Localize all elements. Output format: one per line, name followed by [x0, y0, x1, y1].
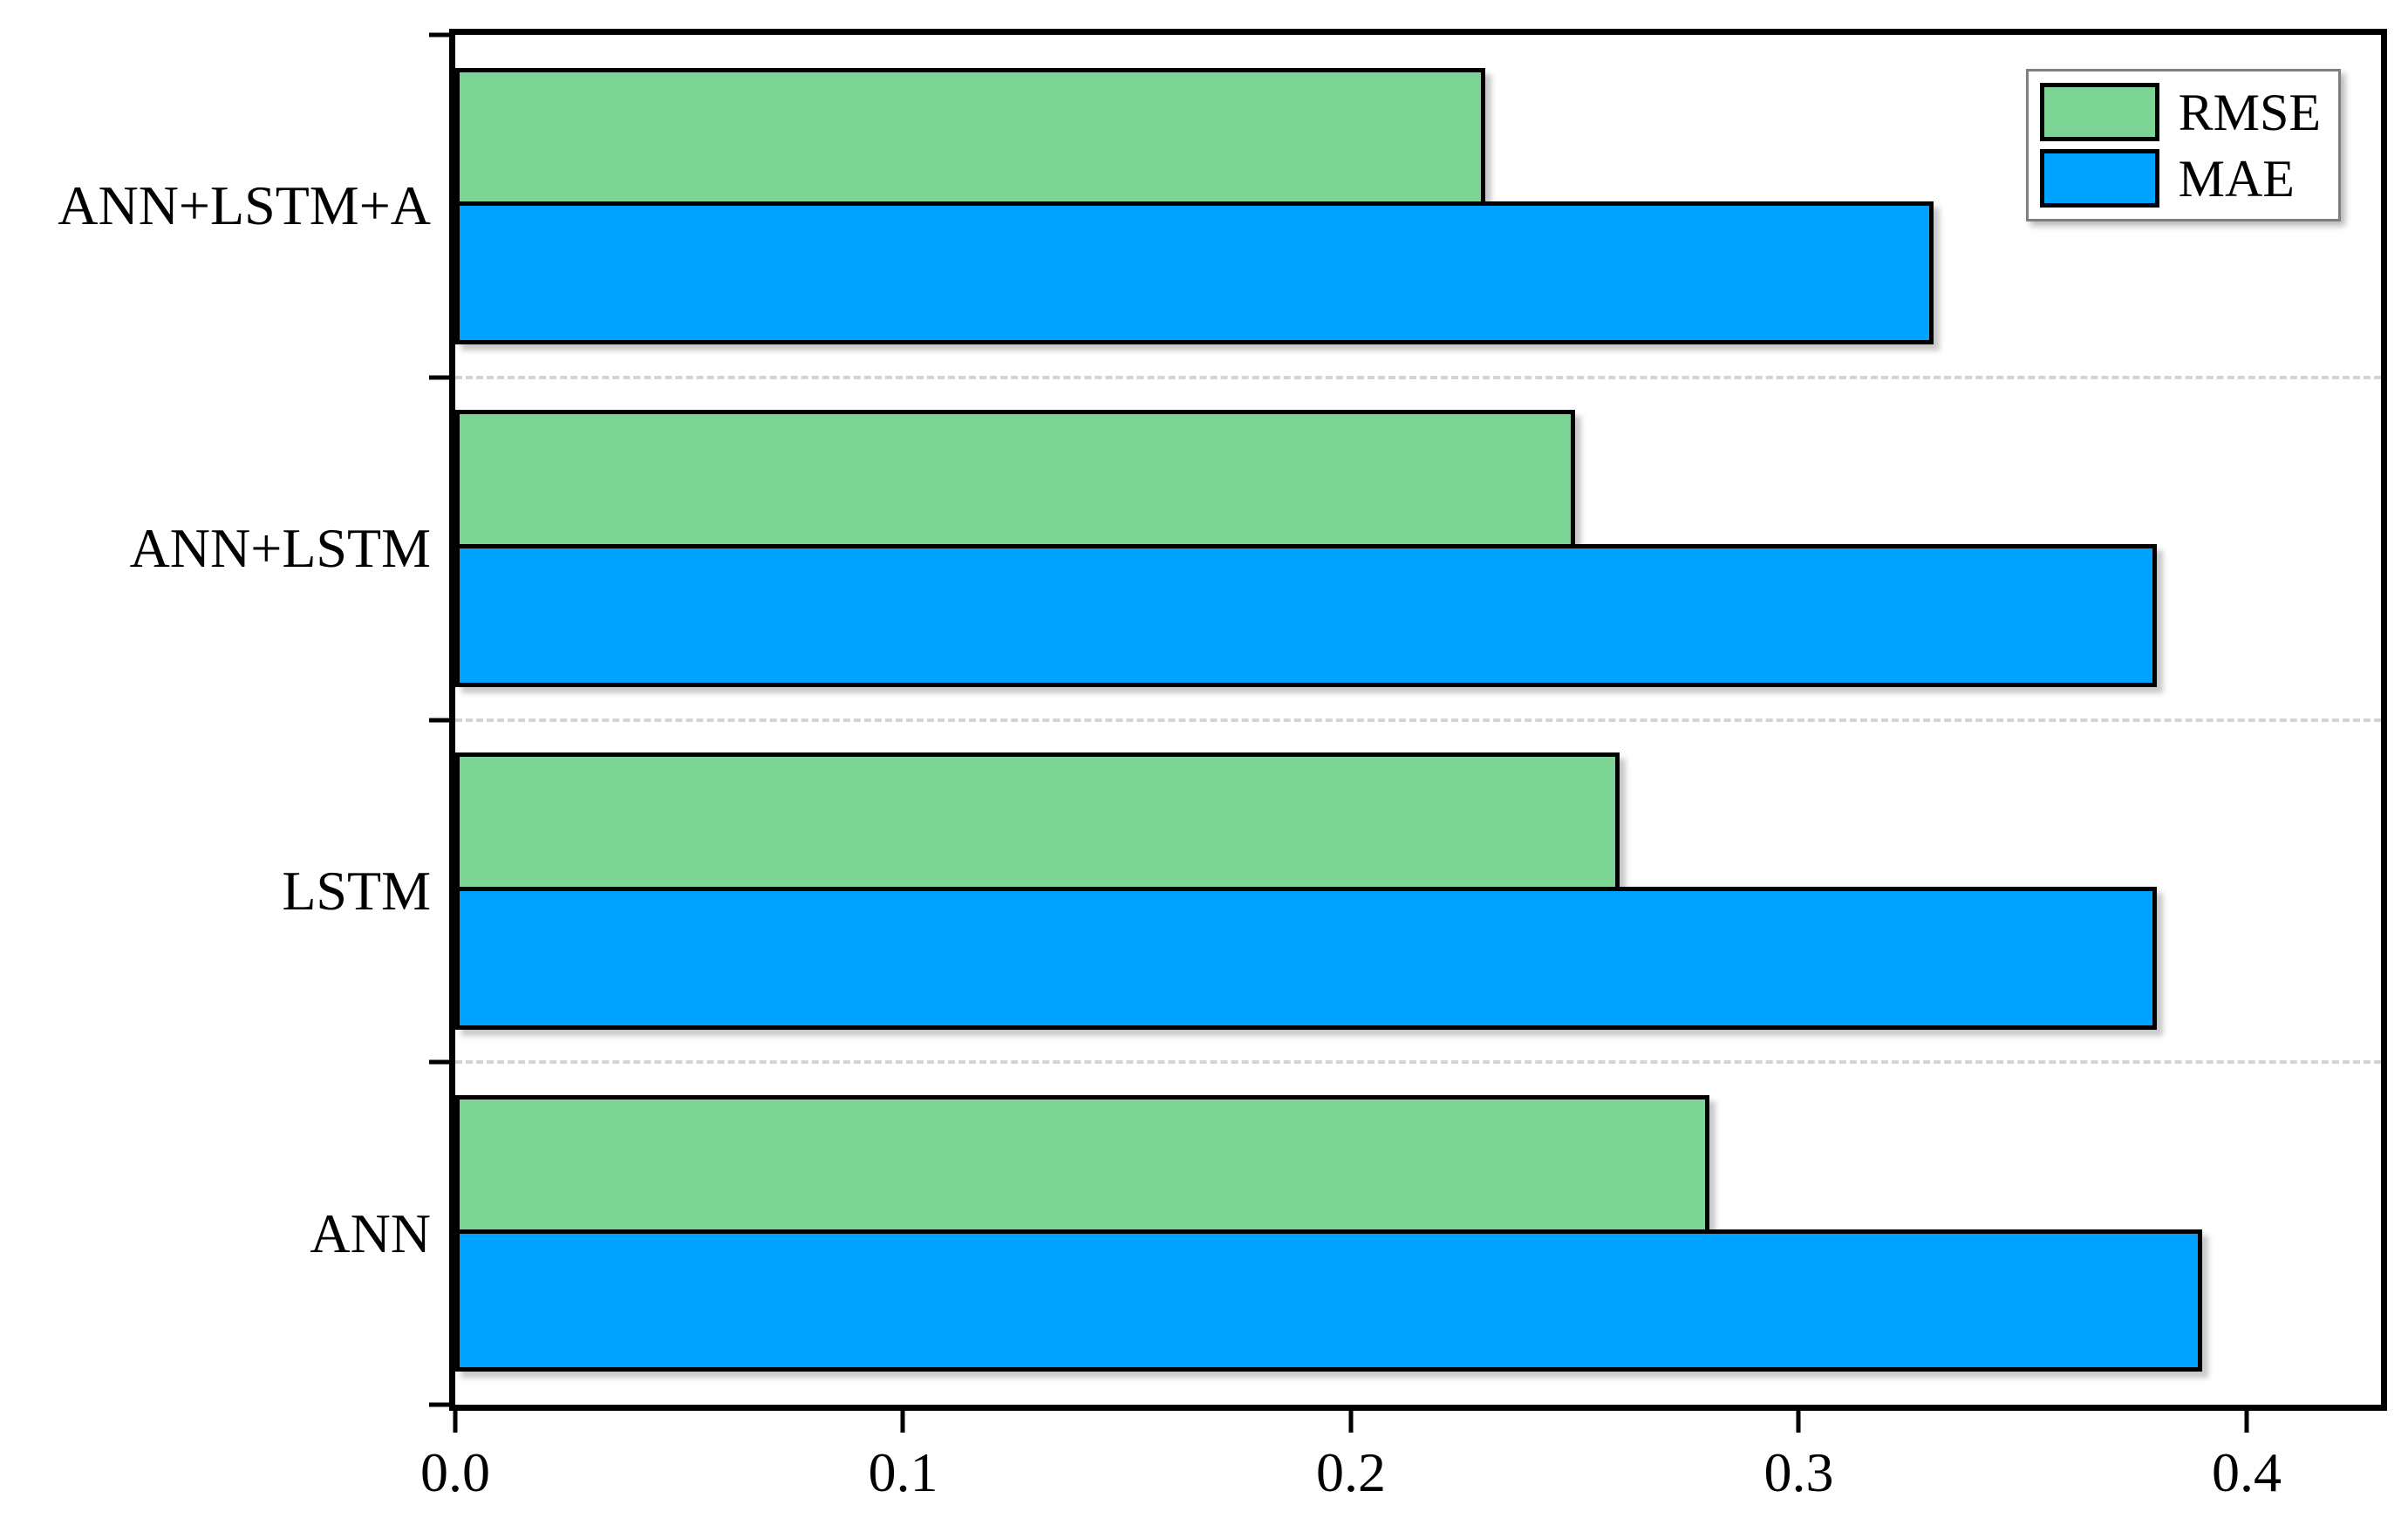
- x-axis-tick-0.4: [2244, 1405, 2249, 1433]
- plot-area: RMSE MAE ANN+LSTM+A ANN+LSTM LSTM ANN 0.0 0.1…: [58, 29, 2387, 1501]
- mae-bar-ann+lstm: [455, 544, 2158, 687]
- x-tick-label-0.1: 0.1: [868, 1441, 938, 1503]
- category-separator-gridline: [455, 718, 2381, 722]
- x-tick-label-0.2: 0.2: [1315, 1441, 1386, 1503]
- rmse-bar-ann+lstm+a: [455, 67, 1486, 207]
- legend-entry-mae: MAE: [2039, 149, 2321, 208]
- y-axis-tick: [429, 32, 455, 37]
- x-tick-label-0.4: 0.4: [2211, 1441, 2282, 1503]
- x-axis-tick-0.1: [900, 1405, 905, 1433]
- rmse-bar-lstm: [455, 752, 1620, 891]
- x-tick-label-0.0: 0.0: [420, 1441, 490, 1503]
- x-axis-tick-0.2: [1348, 1405, 1354, 1433]
- rmse-swatch: [2039, 83, 2159, 141]
- category-separator-gridline: [455, 375, 2381, 379]
- category-label-ann+lstm: ANN+LSTM: [129, 517, 431, 580]
- bar-group-ann+lstm+a: [455, 35, 2381, 378]
- bar-group-lstm: [455, 720, 2381, 1063]
- bar-group-ann: [455, 1062, 2381, 1405]
- category-label-ann: ANN: [310, 1202, 431, 1264]
- legend-label-mae: MAE: [2178, 149, 2295, 208]
- rmse-bar-ann+lstm: [455, 410, 1575, 549]
- x-tick-label-0.3: 0.3: [1763, 1441, 1834, 1503]
- y-axis-tick: [429, 1059, 455, 1065]
- mae-bar-ann+lstm+a: [455, 201, 1934, 345]
- category-separator-gridline: [455, 1060, 2381, 1065]
- y-axis-tick: [429, 1402, 455, 1407]
- y-axis-tick: [429, 375, 455, 380]
- x-axis-tick-0.0: [453, 1405, 458, 1433]
- mae-bar-ann: [455, 1229, 2202, 1372]
- bar-group-ann+lstm: [455, 378, 2381, 720]
- y-axis-tick: [429, 718, 455, 722]
- legend: RMSE MAE: [2025, 69, 2341, 221]
- legend-label-rmse: RMSE: [2178, 83, 2321, 141]
- mae-swatch: [2039, 149, 2159, 208]
- category-label-lstm: LSTM: [282, 859, 431, 922]
- mae-bar-lstm: [455, 886, 2158, 1030]
- x-axis-tick-0.3: [1796, 1405, 1801, 1433]
- rmse-bar-ann: [455, 1094, 1709, 1234]
- legend-entry-rmse: RMSE: [2039, 83, 2321, 141]
- category-label-ann+lstm+a: ANN+LSTM+A: [58, 174, 431, 237]
